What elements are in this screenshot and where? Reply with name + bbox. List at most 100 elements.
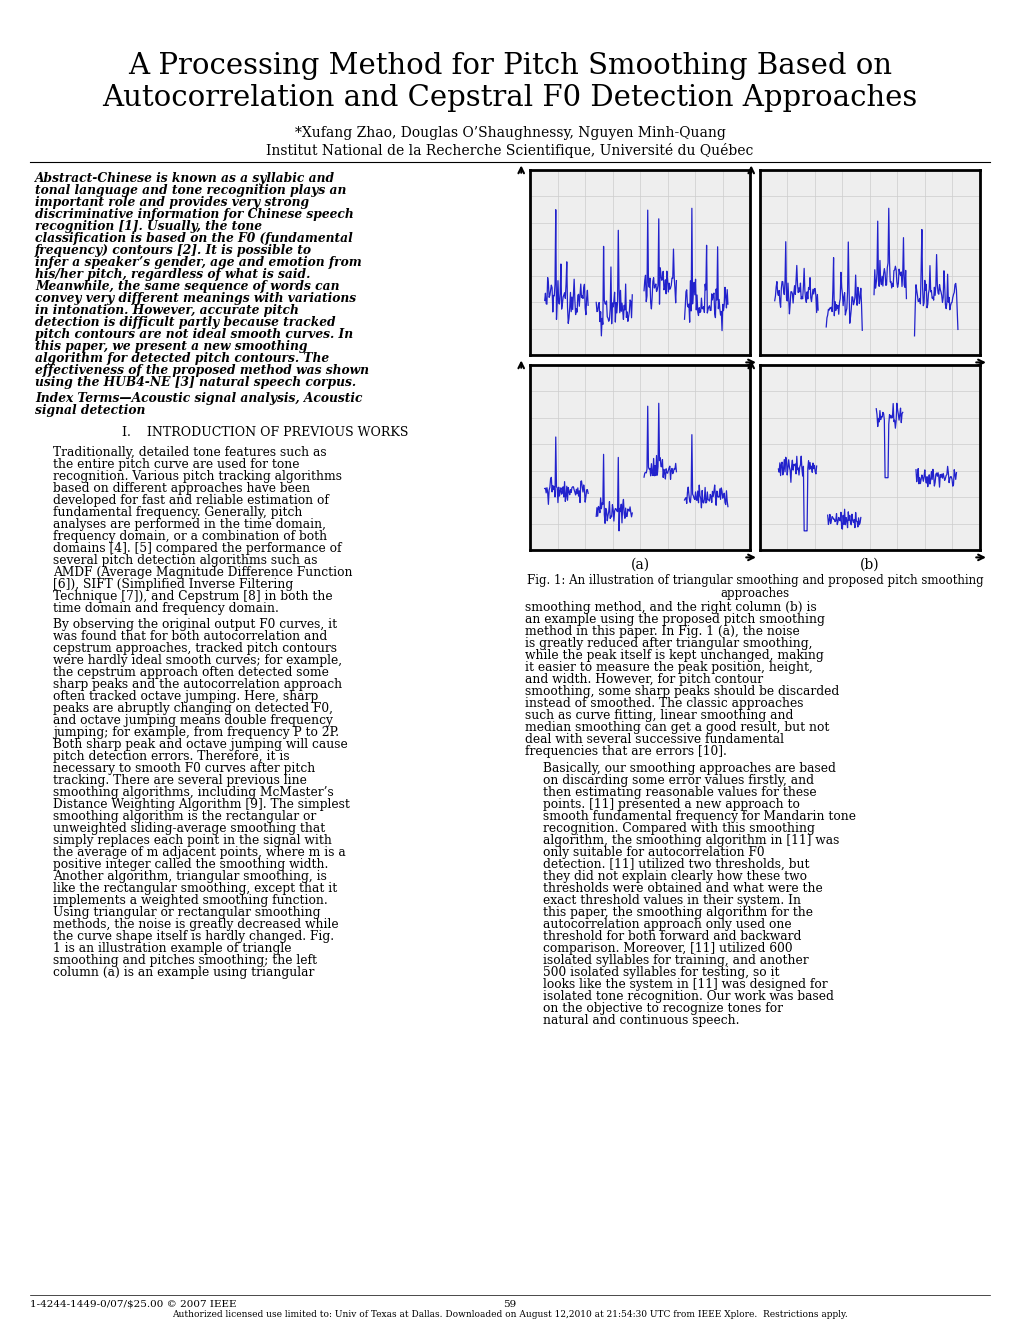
Text: domains [4]. [5] compared the performance of: domains [4]. [5] compared the performanc… (53, 543, 341, 554)
Text: smooth fundamental frequency for Mandarin tone: smooth fundamental frequency for Mandari… (542, 810, 855, 822)
Text: like the rectangular smoothing, except that it: like the rectangular smoothing, except t… (53, 882, 337, 895)
Text: Traditionally, detailed tone features such as: Traditionally, detailed tone features su… (53, 446, 326, 459)
Text: peaks are abruptly changing on detected F0,: peaks are abruptly changing on detected … (53, 702, 332, 715)
Text: exact threshold values in their system. In: exact threshold values in their system. … (542, 894, 800, 907)
Text: instead of smoothed. The classic approaches: instead of smoothed. The classic approac… (525, 697, 803, 710)
Text: smoothing, some sharp peaks should be discarded: smoothing, some sharp peaks should be di… (525, 685, 839, 698)
Text: only suitable for autocorrelation F0: only suitable for autocorrelation F0 (542, 846, 764, 859)
Text: Using triangular or rectangular smoothing: Using triangular or rectangular smoothin… (53, 906, 320, 919)
Text: important role and provides very strong: important role and provides very strong (35, 195, 309, 209)
Text: while the peak itself is kept unchanged, making: while the peak itself is kept unchanged,… (525, 649, 823, 663)
Text: isolated tone recognition. Our work was based: isolated tone recognition. Our work was … (542, 990, 834, 1003)
Text: developed for fast and reliable estimation of: developed for fast and reliable estimati… (53, 494, 328, 507)
Text: such as curve fitting, linear smoothing and: such as curve fitting, linear smoothing … (525, 709, 793, 722)
Text: was found that for both autocorrelation and: was found that for both autocorrelation … (53, 630, 327, 643)
Text: recognition [1]. Usually, the tone: recognition [1]. Usually, the tone (35, 220, 262, 234)
Text: looks like the system in [11] was designed for: looks like the system in [11] was design… (542, 978, 826, 991)
Text: 1-4244-1449-0/07/$25.00 © 2007 IEEE: 1-4244-1449-0/07/$25.00 © 2007 IEEE (30, 1300, 236, 1309)
Text: smoothing algorithms, including McMaster’s: smoothing algorithms, including McMaster… (53, 785, 333, 799)
Text: Another algorithm, triangular smoothing, is: Another algorithm, triangular smoothing,… (53, 870, 326, 883)
Text: necessary to smooth F0 curves after pitch: necessary to smooth F0 curves after pitc… (53, 762, 315, 775)
Text: convey very different meanings with variations: convey very different meanings with vari… (35, 292, 356, 305)
Text: (a): (a) (630, 558, 649, 572)
Text: Meanwhile, the same sequence of words can: Meanwhile, the same sequence of words ca… (35, 280, 339, 293)
Text: discriminative information for Chinese speech: discriminative information for Chinese s… (35, 209, 354, 220)
Text: pitch contours are not ideal smooth curves. In: pitch contours are not ideal smooth curv… (35, 327, 353, 341)
Text: I.    INTRODUCTION OF PREVIOUS WORKS: I. INTRODUCTION OF PREVIOUS WORKS (121, 426, 408, 440)
Text: positive integer called the smoothing width.: positive integer called the smoothing wi… (53, 858, 328, 871)
Text: points. [11] presented a new approach to: points. [11] presented a new approach to (542, 799, 799, 810)
Text: AMDF (Average Magnitude Difference Function: AMDF (Average Magnitude Difference Funct… (53, 566, 353, 579)
Text: smoothing and pitches smoothing; the left: smoothing and pitches smoothing; the lef… (53, 954, 317, 968)
Text: fundamental frequency. Generally, pitch: fundamental frequency. Generally, pitch (53, 506, 302, 519)
Text: frequencies that are errors [10].: frequencies that are errors [10]. (525, 744, 727, 758)
Text: By observing the original output F0 curves, it: By observing the original output F0 curv… (53, 618, 337, 631)
Text: method in this paper. In Fig. 1 (a), the noise: method in this paper. In Fig. 1 (a), the… (525, 624, 799, 638)
Text: natural and continuous speech.: natural and continuous speech. (542, 1014, 739, 1027)
Text: threshold for both forward and backward: threshold for both forward and backward (542, 931, 801, 942)
Text: frequency domain, or a combination of both: frequency domain, or a combination of bo… (53, 531, 327, 543)
Text: [6]), SIFT (Simplified Inverse Filtering: [6]), SIFT (Simplified Inverse Filtering (53, 578, 293, 591)
Text: classification is based on the F0 (fundamental: classification is based on the F0 (funda… (35, 232, 353, 246)
Text: were hardly ideal smooth curves; for example,: were hardly ideal smooth curves; for exa… (53, 653, 341, 667)
Text: Both sharp peak and octave jumping will cause: Both sharp peak and octave jumping will … (53, 738, 347, 751)
Text: cepstrum approaches, tracked pitch contours: cepstrum approaches, tracked pitch conto… (53, 642, 336, 655)
Text: isolated syllables for training, and another: isolated syllables for training, and ano… (542, 954, 808, 968)
Text: recognition. Compared with this smoothing: recognition. Compared with this smoothin… (542, 822, 814, 836)
Text: tracking. There are several previous line: tracking. There are several previous lin… (53, 774, 307, 787)
Text: and width. However, for pitch contour: and width. However, for pitch contour (525, 673, 762, 686)
Text: Technique [7]), and Cepstrum [8] in both the: Technique [7]), and Cepstrum [8] in both… (53, 590, 332, 603)
Text: deal with several successive fundamental: deal with several successive fundamental (525, 733, 784, 746)
Text: A Processing Method for Pitch Smoothing Based on: A Processing Method for Pitch Smoothing … (127, 51, 892, 81)
Text: Autocorrelation and Cepstral F0 Detection Approaches: Autocorrelation and Cepstral F0 Detectio… (102, 84, 917, 112)
Text: unweighted sliding-average smoothing that: unweighted sliding-average smoothing tha… (53, 822, 325, 836)
Text: 1 is an illustration example of triangle: 1 is an illustration example of triangle (53, 942, 291, 954)
Text: and octave jumping means double frequency: and octave jumping means double frequenc… (53, 714, 332, 727)
Text: an example using the proposed pitch smoothing: an example using the proposed pitch smoo… (525, 612, 824, 626)
Text: methods, the noise is greatly decreased while: methods, the noise is greatly decreased … (53, 917, 338, 931)
Text: is greatly reduced after triangular smoothing,: is greatly reduced after triangular smoo… (525, 638, 812, 649)
Text: on discarding some error values firstly, and: on discarding some error values firstly,… (542, 774, 813, 787)
Text: jumping; for example, from frequency P to 2P.: jumping; for example, from frequency P t… (53, 726, 338, 739)
Text: Fig. 1: An illustration of triangular smoothing and proposed pitch smoothing: Fig. 1: An illustration of triangular sm… (526, 574, 982, 587)
Text: median smoothing can get a good result, but not: median smoothing can get a good result, … (525, 721, 828, 734)
Text: implements a weighted smoothing function.: implements a weighted smoothing function… (53, 894, 327, 907)
Text: tonal language and tone recognition plays an: tonal language and tone recognition play… (35, 183, 346, 197)
Text: simply replaces each point in the signal with: simply replaces each point in the signal… (53, 834, 331, 847)
Text: detection is difficult partly because tracked: detection is difficult partly because tr… (35, 315, 335, 329)
Text: his/her pitch, regardless of what is said.: his/her pitch, regardless of what is sai… (35, 268, 310, 281)
Text: Institut National de la Recherche Scientifique, Université du Québec: Institut National de la Recherche Scient… (266, 143, 753, 158)
Text: sharp peaks and the autocorrelation approach: sharp peaks and the autocorrelation appr… (53, 678, 341, 690)
Text: detection. [11] utilized two thresholds, but: detection. [11] utilized two thresholds,… (542, 858, 809, 871)
Text: several pitch detection algorithms such as: several pitch detection algorithms such … (53, 554, 317, 568)
Text: often tracked octave jumping. Here, sharp: often tracked octave jumping. Here, shar… (53, 690, 318, 704)
Text: then estimating reasonable values for these: then estimating reasonable values for th… (542, 785, 816, 799)
Text: Basically, our smoothing approaches are based: Basically, our smoothing approaches are … (542, 762, 835, 775)
Text: algorithm for detected pitch contours. The: algorithm for detected pitch contours. T… (35, 352, 329, 366)
Text: they did not explain clearly how these two: they did not explain clearly how these t… (542, 870, 806, 883)
Text: the entire pitch curve are used for tone: the entire pitch curve are used for tone (53, 458, 300, 471)
Text: infer a speaker’s gender, age and emotion from: infer a speaker’s gender, age and emotio… (35, 256, 362, 269)
Text: the cepstrum approach often detected some: the cepstrum approach often detected som… (53, 667, 328, 678)
Text: the average of m adjacent points, where m is a: the average of m adjacent points, where … (53, 846, 345, 859)
Text: 500 isolated syllables for testing, so it: 500 isolated syllables for testing, so i… (542, 966, 779, 979)
Text: effectiveness of the proposed method was shown: effectiveness of the proposed method was… (35, 364, 369, 378)
Text: pitch detection errors. Therefore, it is: pitch detection errors. Therefore, it is (53, 750, 289, 763)
Text: algorithm, the smoothing algorithm in [11] was: algorithm, the smoothing algorithm in [1… (542, 834, 839, 847)
Text: on the objective to recognize tones for: on the objective to recognize tones for (542, 1002, 783, 1015)
Text: column (a) is an example using triangular: column (a) is an example using triangula… (53, 966, 314, 979)
Text: Abstract-Chinese is known as a syllabic and: Abstract-Chinese is known as a syllabic … (35, 172, 335, 185)
Text: smoothing algorithm is the rectangular or: smoothing algorithm is the rectangular o… (53, 810, 316, 822)
Text: time domain and frequency domain.: time domain and frequency domain. (53, 602, 278, 615)
Text: thresholds were obtained and what were the: thresholds were obtained and what were t… (542, 882, 822, 895)
Text: Authorized licensed use limited to: Univ of Texas at Dallas. Downloaded on Augus: Authorized licensed use limited to: Univ… (172, 1309, 847, 1319)
Text: (b): (b) (859, 558, 879, 572)
Text: analyses are performed in the time domain,: analyses are performed in the time domai… (53, 517, 326, 531)
Text: it easier to measure the peak position, height,: it easier to measure the peak position, … (525, 661, 812, 675)
Text: autocorrelation approach only used one: autocorrelation approach only used one (542, 917, 791, 931)
Text: Index Terms—Acoustic signal analysis, Acoustic: Index Terms—Acoustic signal analysis, Ac… (35, 392, 362, 405)
Text: using the HUB4-NE [3] natural speech corpus.: using the HUB4-NE [3] natural speech cor… (35, 376, 356, 389)
Text: signal detection: signal detection (35, 404, 146, 417)
Text: this paper, the smoothing algorithm for the: this paper, the smoothing algorithm for … (542, 906, 812, 919)
Text: the curve shape itself is hardly changed. Fig.: the curve shape itself is hardly changed… (53, 931, 334, 942)
